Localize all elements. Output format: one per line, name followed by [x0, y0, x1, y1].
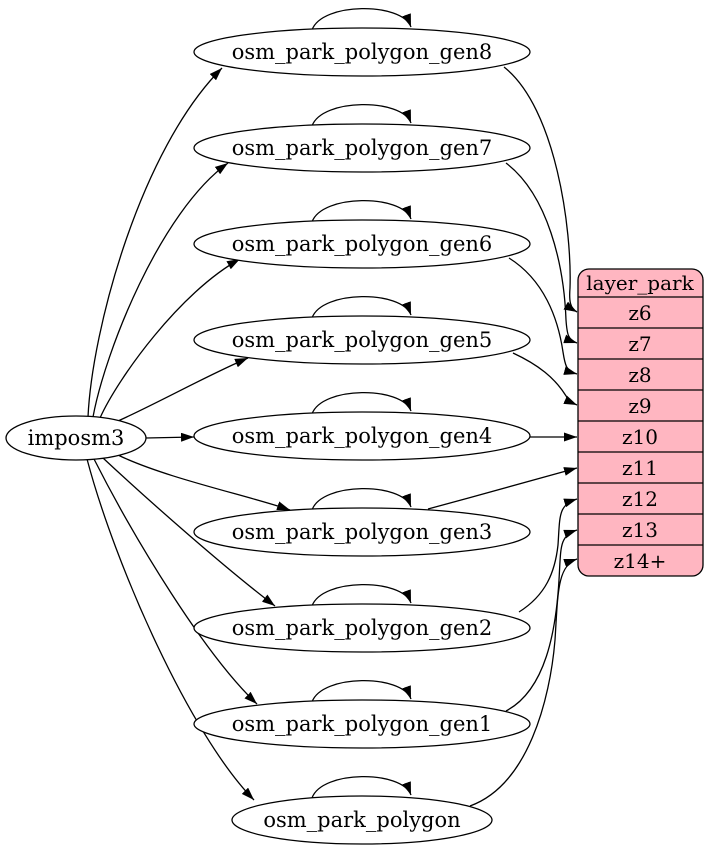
edge-gen8-to-z6 [503, 66, 578, 313]
gen4-ellipse [193, 411, 531, 461]
row-z6: z6 [628, 301, 651, 325]
node-imposm3: imposm3 [5, 415, 147, 461]
edge-imposm3-to-gen2 [102, 457, 276, 607]
edge-imposm3-to-gen4 [145, 432, 195, 442]
gen6-ellipse [193, 219, 531, 269]
node-osm-park-polygon-gen3: osm_park_polygon_gen3 [193, 507, 531, 557]
edge-imposm3-to-osm-park-polygon [86, 458, 255, 801]
gen6-label: osm_park_polygon_gen6 [232, 232, 493, 256]
node-osm-park-polygon-gen7: osm_park_polygon_gen7 [193, 123, 531, 173]
self-loop-gen7 [311, 103, 412, 127]
gen7-label: osm_park_polygon_gen7 [232, 136, 493, 160]
gen3-ellipse [193, 507, 531, 557]
row-z9: z9 [628, 394, 651, 418]
node-osm-park-polygon-gen6: osm_park_polygon_gen6 [193, 219, 531, 269]
edge-gen2-to-z12 [518, 498, 578, 613]
imposm3-ellipse [5, 415, 147, 461]
osm-park-polygon-label: osm_park_polygon [263, 808, 460, 832]
gen3-label: osm_park_polygon_gen3 [232, 520, 493, 544]
self-loop-gen4 [311, 391, 412, 415]
self-loop-gen3 [311, 487, 412, 511]
gen2-ellipse [193, 603, 531, 653]
self-loop-gen1 [311, 679, 412, 703]
self-loop-gen2 [311, 583, 412, 607]
layer-park-header: layer_park [586, 271, 694, 295]
row-z12: z12 [622, 487, 658, 511]
row-z14plus: z14+ [614, 549, 667, 573]
gen5-label: osm_park_polygon_gen5 [232, 328, 493, 352]
edge-imposm3-to-gen6 [99, 258, 241, 419]
edge-imposm3-to-gen1 [93, 458, 258, 705]
self-loop-osm-park-polygon [311, 775, 412, 799]
node-osm-park-polygon-gen2: osm_park_polygon_gen2 [193, 603, 531, 653]
edge-imposm3-to-gen3 [117, 454, 291, 511]
edge-imposm3-to-gen7 [92, 162, 229, 418]
node-osm-park-polygon-gen1: osm_park_polygon_gen1 [193, 699, 531, 749]
gen1-ellipse [193, 699, 531, 749]
edge-gen5-to-z9 [512, 352, 578, 406]
node-osm-park-polygon: osm_park_polygon [231, 795, 493, 845]
node-osm-park-polygon-gen5: osm_park_polygon_gen5 [193, 315, 531, 365]
gen1-label: osm_park_polygon_gen1 [232, 712, 493, 736]
row-z8: z8 [628, 363, 651, 387]
edge-gen3-to-z11 [427, 467, 578, 510]
edge-osm-park-polygon-to-z14 [469, 558, 578, 807]
layer-park-box [577, 268, 704, 577]
node-osm-park-polygon-gen4: osm_park_polygon_gen4 [193, 411, 531, 461]
imposm3-label: imposm3 [28, 426, 125, 450]
self-loop-gen8 [311, 7, 412, 31]
edge-imposm3-to-gen8 [87, 67, 223, 418]
gen8-ellipse [193, 27, 531, 77]
self-loop-gen6 [311, 199, 412, 223]
gen5-ellipse [193, 315, 531, 365]
row-z11: z11 [622, 456, 658, 480]
node-osm-park-polygon-gen8: osm_park_polygon_gen8 [193, 27, 531, 77]
osm-park-polygon-ellipse [231, 795, 493, 845]
edge-gen7-to-z7 [505, 162, 578, 344]
gen7-ellipse [193, 123, 531, 173]
gen2-label: osm_park_polygon_gen2 [232, 616, 493, 640]
edge-gen6-to-z8 [508, 257, 578, 375]
edge-imposm3-to-gen5 [117, 357, 249, 422]
row-z7: z7 [628, 332, 651, 356]
row-z13: z13 [622, 518, 658, 542]
node-layer-park: layer_park z6 z7 z8 z9 z10 z11 z12 z13 z… [577, 268, 704, 577]
row-z10: z10 [622, 425, 658, 449]
self-loop-gen5 [311, 295, 412, 319]
gen4-label: osm_park_polygon_gen4 [232, 424, 493, 448]
gen8-label: osm_park_polygon_gen8 [232, 40, 493, 64]
